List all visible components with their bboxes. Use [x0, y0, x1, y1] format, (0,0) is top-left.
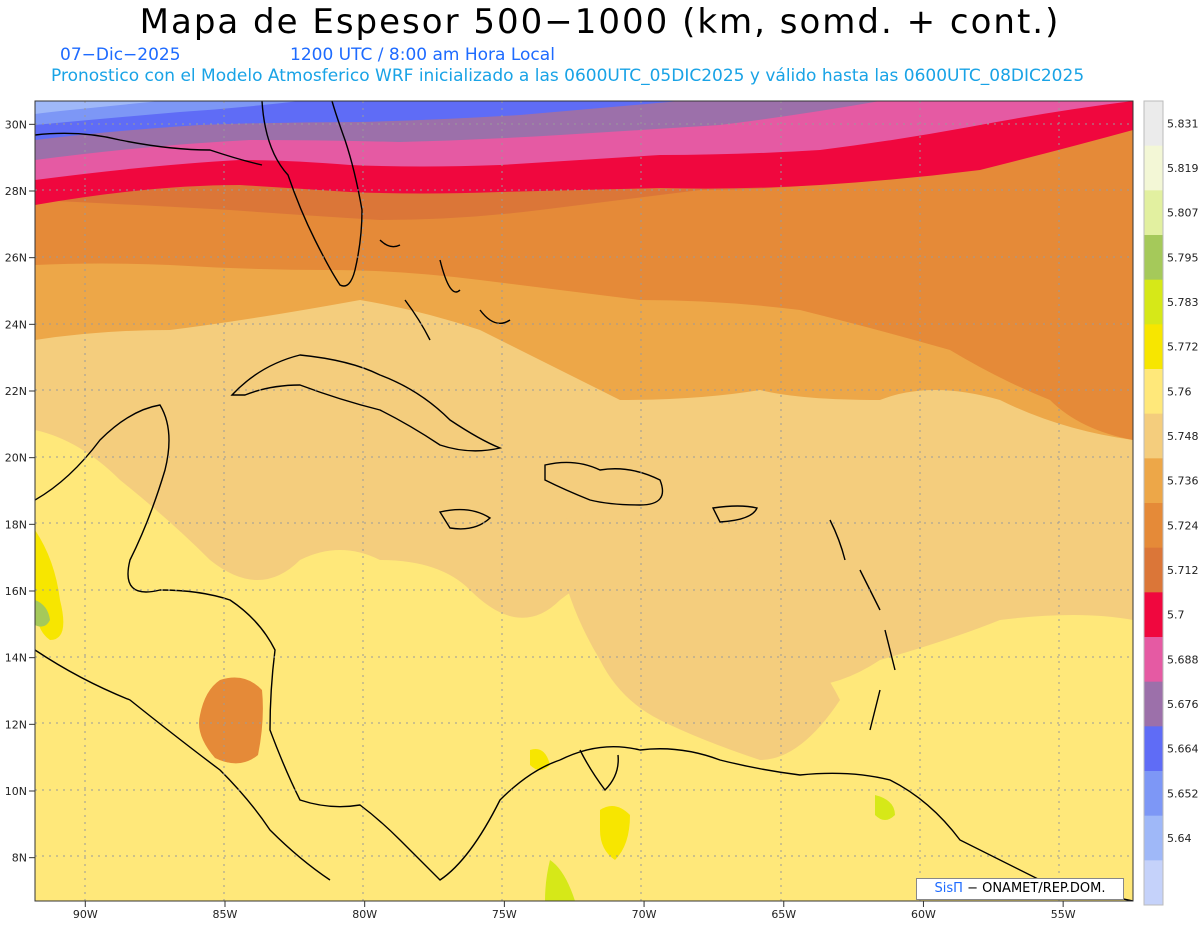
lon-label: 85W: [213, 908, 238, 921]
puerto-rico: [711, 505, 758, 523]
band-5772-trinidad: [875, 795, 895, 820]
map-title: Mapa de Espesor 500−1000 (km, somd. + co…: [139, 2, 1061, 42]
longitude-labels: 90W 85W 80W 75W 70W 65W 60W 55W: [73, 901, 1076, 921]
lat-label: 8N: [12, 852, 27, 865]
colorbar-swatch: [1144, 190, 1163, 236]
band-5795-gulf-honduras: [35, 600, 50, 627]
colorbar-label: 5.76: [1167, 385, 1192, 398]
colorbar-swatch: [1144, 637, 1163, 683]
colorbar-swatch: [1144, 681, 1163, 727]
lat-label: 22N: [5, 385, 27, 398]
colorbar-label: 5.676: [1167, 698, 1199, 711]
colorbar-label: 5.783: [1167, 296, 1199, 309]
colorbar-swatch: [1144, 547, 1163, 593]
colorbar-label: 5.7: [1167, 609, 1185, 622]
colorbar: 5.831 5.819 5.807 5.795 5.783 5.772 5.76 5.748 5…: [1143, 100, 1199, 906]
lat-label: 18N: [5, 518, 27, 531]
lat-label: 24N: [5, 318, 27, 331]
colorbar-label: 5.712: [1167, 564, 1199, 577]
coastline-layer: [35, 101, 1133, 901]
colorbar-label: 5.831: [1167, 117, 1199, 130]
band-5772-venezuela: [600, 806, 630, 860]
colorbar-swatch: [1144, 413, 1163, 459]
colorbar-frame: [1143, 100, 1164, 906]
valid-time: 1200 UTC / 8:00 am Hora Local: [290, 45, 555, 65]
credit-box: SisΠ − ONAMET/REP.DOM.: [916, 878, 1124, 900]
hispaniola: [544, 461, 664, 506]
lat-label: 20N: [5, 452, 27, 465]
colorbar-swatch: [1144, 592, 1163, 638]
colorbar-label: 5.772: [1167, 341, 1199, 354]
sispi-logo: SisΠ: [934, 881, 963, 896]
band-5748-patch: [560, 513, 840, 760]
lon-label: 60W: [911, 908, 936, 921]
colorbar-swatch: [1144, 503, 1163, 549]
valid-date: 07−Dic−2025: [60, 45, 181, 65]
lat-label: 14N: [5, 652, 27, 665]
colorbar-swatch: [1144, 101, 1163, 147]
cuba: [230, 354, 503, 452]
lon-label: 70W: [632, 908, 657, 921]
colorbar-label: 5.688: [1167, 653, 1199, 666]
colorbar-swatch: [1144, 369, 1163, 415]
colorbar-label: 5.64: [1167, 832, 1192, 845]
colorbar-swatch: [1144, 324, 1163, 370]
colorbar-swatch: [1144, 815, 1163, 861]
colorbar-swatch: [1144, 235, 1163, 281]
band-5640: [35, 101, 160, 114]
colorbar-label: 5.819: [1167, 162, 1199, 175]
maracaibo: [579, 749, 619, 792]
colorbar-label: 5.736: [1167, 475, 1199, 488]
lat-label: 30N: [5, 118, 27, 131]
lon-label: 75W: [492, 908, 517, 921]
jamaica: [438, 508, 492, 530]
plot-frame: [34, 100, 1134, 902]
colorbar-label: 5.748: [1167, 430, 1199, 443]
graticule: [35, 101, 1133, 901]
forecast-info: Pronostico con el Modelo Atmosferico WRF…: [51, 66, 1085, 86]
venezuela-coast: [559, 746, 1133, 901]
lon-label: 55W: [1051, 908, 1076, 921]
colorbar-label: 5.724: [1167, 519, 1199, 532]
colorbar-swatch: [1144, 458, 1163, 504]
band-5760-south: [35, 430, 1133, 901]
lon-label: 80W: [352, 908, 377, 921]
colorbar-swatch: [1144, 279, 1163, 325]
gulf-coast: [35, 132, 263, 166]
lat-label: 16N: [5, 585, 27, 598]
lon-label: 90W: [73, 908, 98, 921]
lat-label: 12N: [5, 718, 27, 731]
lat-label: 28N: [5, 185, 27, 198]
thickness-fill-layer: [35, 101, 1133, 901]
lat-label: 10N: [5, 785, 27, 798]
colorbar-label: 5.652: [1167, 787, 1199, 800]
colorbar-swatch: [1144, 726, 1163, 772]
band-5736-honduras: [199, 677, 263, 764]
yucatan-centralamerica: [35, 404, 561, 881]
pacific-coast: [35, 649, 331, 881]
bahamas: [379, 239, 511, 341]
colorbar-swatch: [1144, 145, 1163, 191]
lat-label: 26N: [5, 252, 27, 265]
band-5772-sierra-nevada: [530, 749, 550, 770]
colorbar-swatch: [1144, 860, 1163, 906]
colorbar-swatch: [1144, 771, 1163, 817]
band-5652: [35, 101, 300, 125]
colorbar-label: 5.664: [1167, 743, 1199, 756]
colorbar-label: 5.807: [1167, 207, 1199, 220]
latitude-labels: 30N 28N 26N 24N 22N 20N 18N 16N 14N 12N 10N 8N: [5, 118, 35, 865]
florida-coast: [261, 101, 363, 287]
credit-text: − ONAMET/REP.DOM.: [967, 881, 1106, 896]
lon-label: 65W: [771, 908, 796, 921]
colorbar-label: 5.795: [1167, 251, 1199, 264]
band-5772-colombia: [545, 860, 575, 901]
